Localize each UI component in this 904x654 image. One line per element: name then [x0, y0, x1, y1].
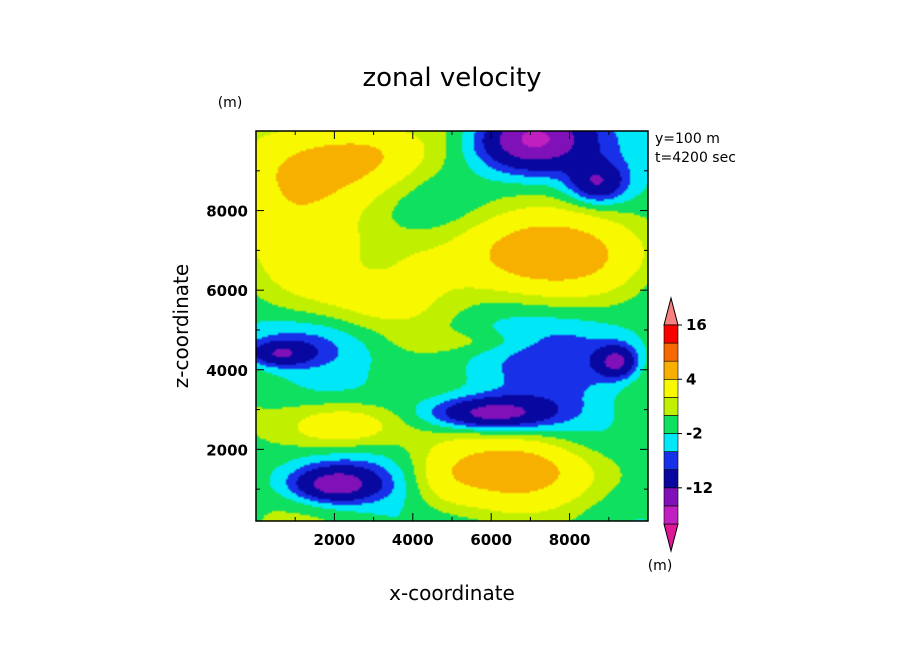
- colorbar-segment: [663, 505, 679, 525]
- colorbar-segment: [663, 433, 679, 452]
- colorbar-max-arrow: [663, 296, 679, 326]
- colorbar-segment: [663, 487, 679, 507]
- colorbar-segment: [663, 342, 679, 362]
- colorbar-segment: [663, 397, 679, 416]
- x-tick-label: 4000: [392, 531, 434, 549]
- annotation-line-2: t=4200 sec: [655, 150, 736, 166]
- x-tick-label: 2000: [314, 531, 356, 549]
- y-ticks: 2000 4000 6000 8000: [206, 170, 648, 490]
- y-axis-label: z-coordinate: [169, 264, 193, 388]
- y-tick-label: 4000: [206, 362, 248, 380]
- colorbar-segment: [663, 415, 679, 434]
- x-ticks: 2000 4000 6000 8000: [294, 131, 610, 549]
- contour-field: [256, 131, 648, 521]
- plot-area: [256, 131, 648, 521]
- colorbar: 16 4 -2 -12: [663, 296, 713, 553]
- colorbar-segment: [663, 378, 679, 398]
- annotation-line-1: y=100 m: [655, 131, 720, 147]
- y-tick-label: 6000: [206, 282, 248, 300]
- colorbar-segment: [663, 469, 679, 489]
- colorbar-min-arrow: [663, 523, 679, 553]
- colorbar-label: 4: [686, 370, 696, 388]
- colorbar-segment: [663, 324, 679, 344]
- colorbar-label: 16: [686, 316, 707, 334]
- x-axis-label: x-coordinate: [389, 581, 515, 605]
- colorbar-label: -2: [686, 425, 703, 443]
- colorbar-segment: [663, 360, 679, 380]
- y-unit-label: (m): [218, 95, 243, 111]
- x-tick-label: 6000: [470, 531, 512, 549]
- colorbar-unit-label: (m): [648, 558, 673, 574]
- colorbar-label: -12: [686, 479, 713, 497]
- colorbar-segment: [663, 451, 679, 471]
- x-tick-label: 8000: [549, 531, 591, 549]
- chart-title: zonal velocity: [362, 63, 541, 93]
- y-tick-label: 8000: [206, 203, 248, 221]
- y-tick-label: 2000: [206, 441, 248, 459]
